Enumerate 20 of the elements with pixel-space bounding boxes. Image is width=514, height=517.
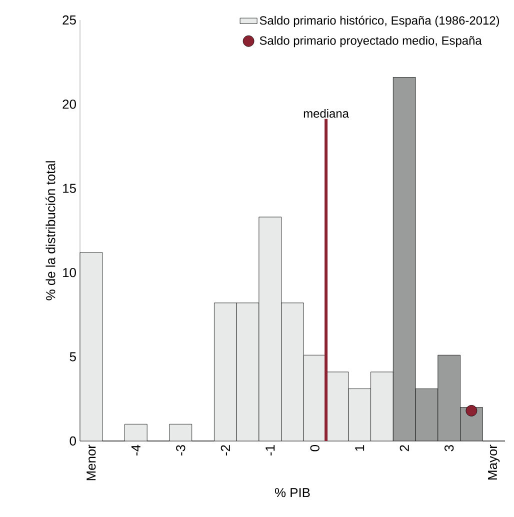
y-tick-label: 25 [62, 15, 76, 25]
x-tick-label: -2 [220, 445, 230, 456]
x-tick-label: Mayor [488, 444, 500, 480]
x-tick-label: -3 [176, 445, 186, 456]
y-tick-label: 20 [62, 100, 76, 109]
legend-label: Saldo primario proyectado medio, España [260, 36, 482, 48]
y-tick-label: 15 [63, 184, 76, 193]
x-tick-label: 2 [400, 445, 409, 452]
x-tick-label: 3 [444, 445, 454, 452]
annotation: mediana [304, 108, 349, 118]
x-tick-label: -1 [266, 445, 275, 456]
legend-label: Saldo primario histórico, España (1986-2012) [260, 16, 500, 28]
x-tick-label: Menor [86, 444, 96, 480]
x-axis-title: % PIB [274, 488, 310, 498]
x-tick-label: 0 [310, 445, 320, 452]
y-tick-label: 10 [63, 268, 76, 278]
x-tick-label: 1 [355, 445, 364, 451]
y-tick-label: 5 [70, 352, 76, 362]
y-axis-title: % de la distribución total [46, 161, 56, 300]
x-tick-label: -4 [131, 444, 140, 456]
